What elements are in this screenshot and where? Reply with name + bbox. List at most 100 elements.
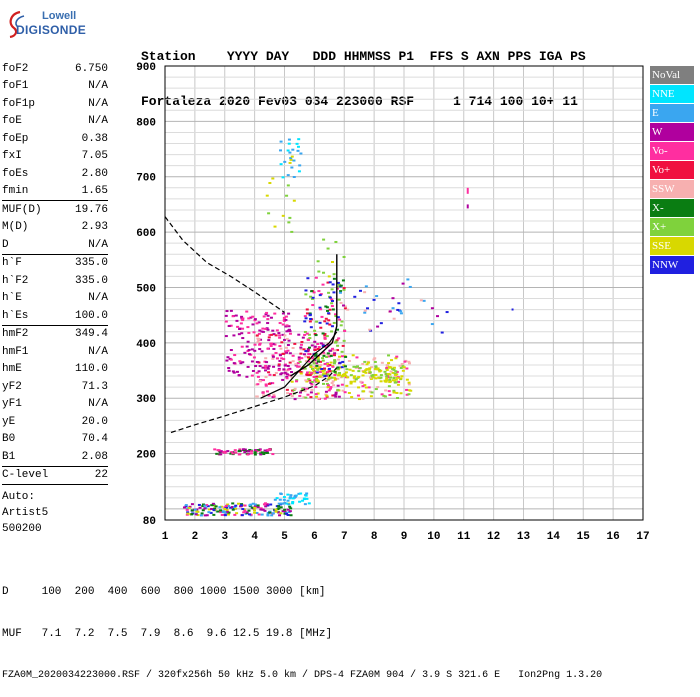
echo-point xyxy=(314,360,318,363)
param-row: h`F 335.0 xyxy=(2,255,108,273)
echo-point xyxy=(243,504,247,507)
echo-point xyxy=(266,448,270,451)
echo-point xyxy=(303,330,307,333)
echo-point xyxy=(436,315,440,318)
echo-point xyxy=(257,513,261,516)
echo-point xyxy=(389,366,393,369)
echo-point xyxy=(374,366,378,369)
param-row: yE 20.0 xyxy=(2,413,108,431)
echo-point xyxy=(374,377,378,380)
echo-point xyxy=(396,383,400,386)
echo-point xyxy=(297,492,301,495)
echo-point xyxy=(336,344,340,347)
param-name: foF1p xyxy=(2,97,36,110)
echo-point xyxy=(316,360,320,363)
legend-item-x-: X+ xyxy=(650,218,694,236)
echo-point xyxy=(310,344,314,347)
echo-point xyxy=(321,382,325,385)
param-value: N/A xyxy=(88,398,108,411)
echo-point xyxy=(326,384,330,387)
echo-point xyxy=(292,388,296,391)
echo-point xyxy=(242,448,246,451)
echo-point xyxy=(331,380,335,383)
echo-point xyxy=(337,374,341,377)
echo-point xyxy=(363,311,367,314)
echo-point xyxy=(275,497,279,500)
echo-point xyxy=(203,514,207,517)
echo-point xyxy=(362,390,366,393)
echo-point xyxy=(338,291,342,294)
echo-point xyxy=(382,394,386,397)
echo-point xyxy=(267,382,271,385)
echo-point xyxy=(234,504,238,507)
echo-point xyxy=(325,306,329,309)
echo-point xyxy=(387,366,391,369)
echo-point xyxy=(312,362,316,365)
echo-point xyxy=(368,367,372,370)
echo-point xyxy=(210,504,214,507)
echo-point xyxy=(329,354,333,357)
echo-point xyxy=(182,506,186,509)
echo-point xyxy=(392,379,396,382)
echo-point xyxy=(278,354,282,357)
echo-point xyxy=(325,356,329,359)
param-value: 1.65 xyxy=(81,185,108,198)
param-value: N/A xyxy=(88,97,108,110)
echo-point xyxy=(256,375,260,378)
echo-point xyxy=(304,289,308,292)
echo-point xyxy=(336,366,340,369)
echo-point xyxy=(337,337,341,340)
echo-point xyxy=(332,354,336,357)
echo-point xyxy=(384,373,388,376)
echo-point xyxy=(328,308,332,311)
echo-point xyxy=(259,508,263,511)
echo-point xyxy=(324,379,328,382)
echo-point xyxy=(299,492,303,495)
echo-point xyxy=(339,324,343,327)
echo-point xyxy=(261,366,265,369)
echo-point xyxy=(329,349,333,352)
param-value: 6.750 xyxy=(74,62,108,75)
echo-point xyxy=(220,513,224,516)
echo-point xyxy=(394,378,398,381)
echo-point xyxy=(260,350,264,353)
echo-point xyxy=(268,182,272,185)
echo-point xyxy=(282,368,286,371)
echo-point xyxy=(466,187,469,194)
autoscaling-line: 500200 xyxy=(2,523,42,535)
echo-point xyxy=(311,304,315,307)
logo-main-text: DIGISONDE xyxy=(16,23,87,37)
echo-point xyxy=(281,333,285,336)
echo-point xyxy=(373,360,377,363)
echo-point xyxy=(315,361,319,364)
echo-point xyxy=(407,360,411,363)
echo-point xyxy=(329,361,333,364)
echo-point xyxy=(235,370,239,373)
echo-point xyxy=(314,353,318,356)
echo-point xyxy=(229,309,233,312)
echo-point xyxy=(393,372,397,375)
echo-point xyxy=(327,376,331,379)
legend-item-vo-: Vo- xyxy=(650,142,694,160)
echo-point xyxy=(293,494,297,497)
echo-point xyxy=(279,140,283,143)
echo-point xyxy=(373,368,377,371)
echo-point xyxy=(319,371,323,374)
param-row: hmE 110.0 xyxy=(2,361,108,379)
echo-point xyxy=(329,376,333,379)
header-values: Fortaleza 2020 Fev03 034 223000 RSF 1 71… xyxy=(141,94,578,109)
echo-point xyxy=(267,212,271,215)
echo-point xyxy=(290,376,294,379)
echo-point xyxy=(232,507,236,510)
echo-point xyxy=(287,142,291,145)
echo-point xyxy=(243,451,247,454)
echo-point xyxy=(291,389,295,392)
echo-point xyxy=(248,448,252,451)
echo-point xyxy=(225,509,229,512)
echo-point xyxy=(300,341,304,344)
echo-point xyxy=(282,318,286,321)
echo-point xyxy=(332,362,336,365)
echo-point xyxy=(281,378,285,381)
echo-point xyxy=(370,374,374,377)
echo-point xyxy=(363,291,367,294)
